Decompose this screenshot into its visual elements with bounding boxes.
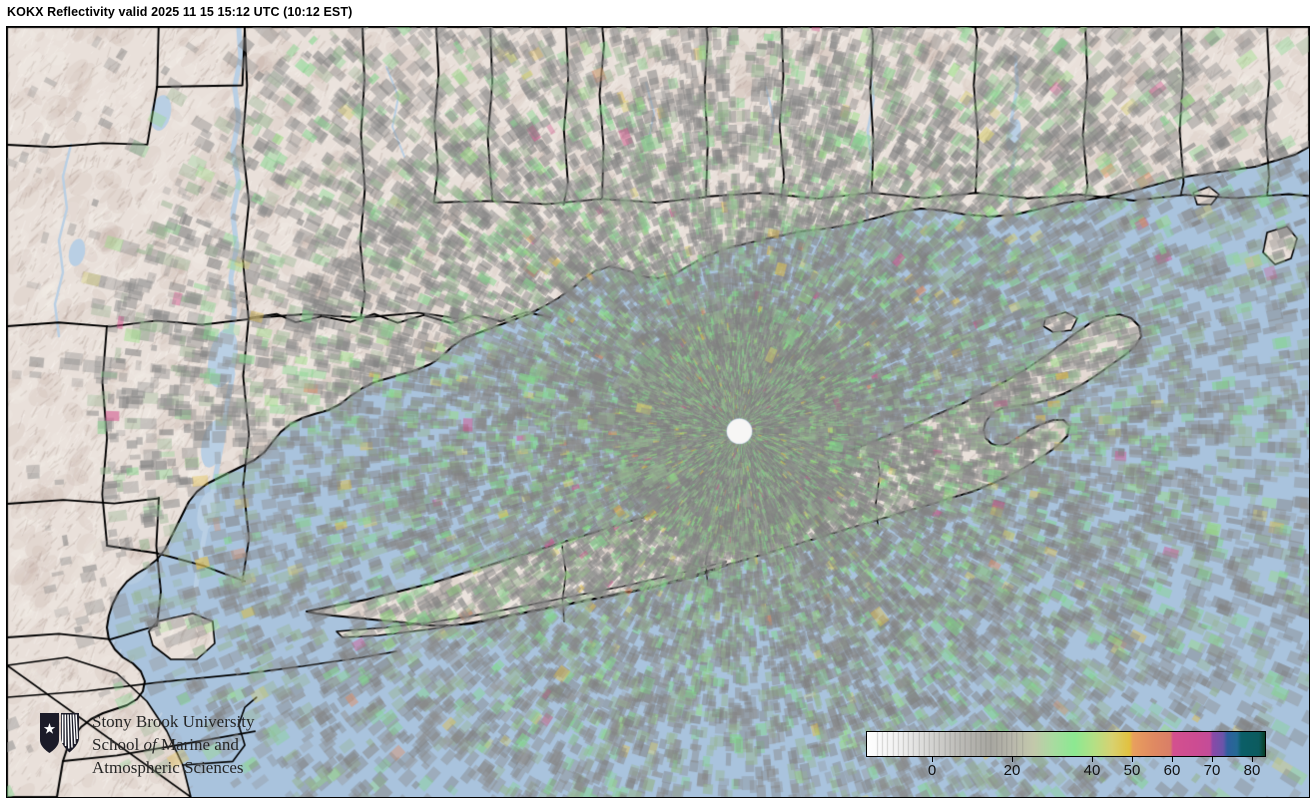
- colorbar-label-20: 20: [1003, 762, 1021, 779]
- colorbar-tick-40: [1092, 757, 1093, 762]
- colorbar-tick-axis: 0 20 40 50 60 70 80: [866, 757, 1266, 787]
- colorbar-label-70: 70: [1203, 762, 1221, 779]
- colorbar-label-50: 50: [1123, 762, 1141, 779]
- colorbar-tick-80: [1252, 757, 1253, 762]
- colorbar-tick-0: [932, 757, 933, 762]
- colorbar-label-40: 40: [1083, 762, 1101, 779]
- colorbar-label-60: 60: [1163, 762, 1181, 779]
- colorbar-tick-70: [1212, 757, 1213, 762]
- colorbar-tick-50: [1132, 757, 1133, 762]
- reflectivity-colorbar: 0 20 40 50 60 70 80: [866, 731, 1268, 789]
- colorbar-label-0: 0: [927, 762, 937, 779]
- colorbar-gradient: [866, 731, 1266, 757]
- radar-reflectivity-layer: [7, 27, 1309, 797]
- colorbar-canvas: [867, 732, 1265, 756]
- colorbar-label-80: 80: [1243, 762, 1261, 779]
- colorbar-tick-20: [1012, 757, 1013, 762]
- colorbar-tick-60: [1172, 757, 1173, 762]
- radar-map-frame[interactable]: [6, 26, 1310, 798]
- page-title: KOKX Reflectivity valid 2025 11 15 15:12…: [7, 5, 353, 19]
